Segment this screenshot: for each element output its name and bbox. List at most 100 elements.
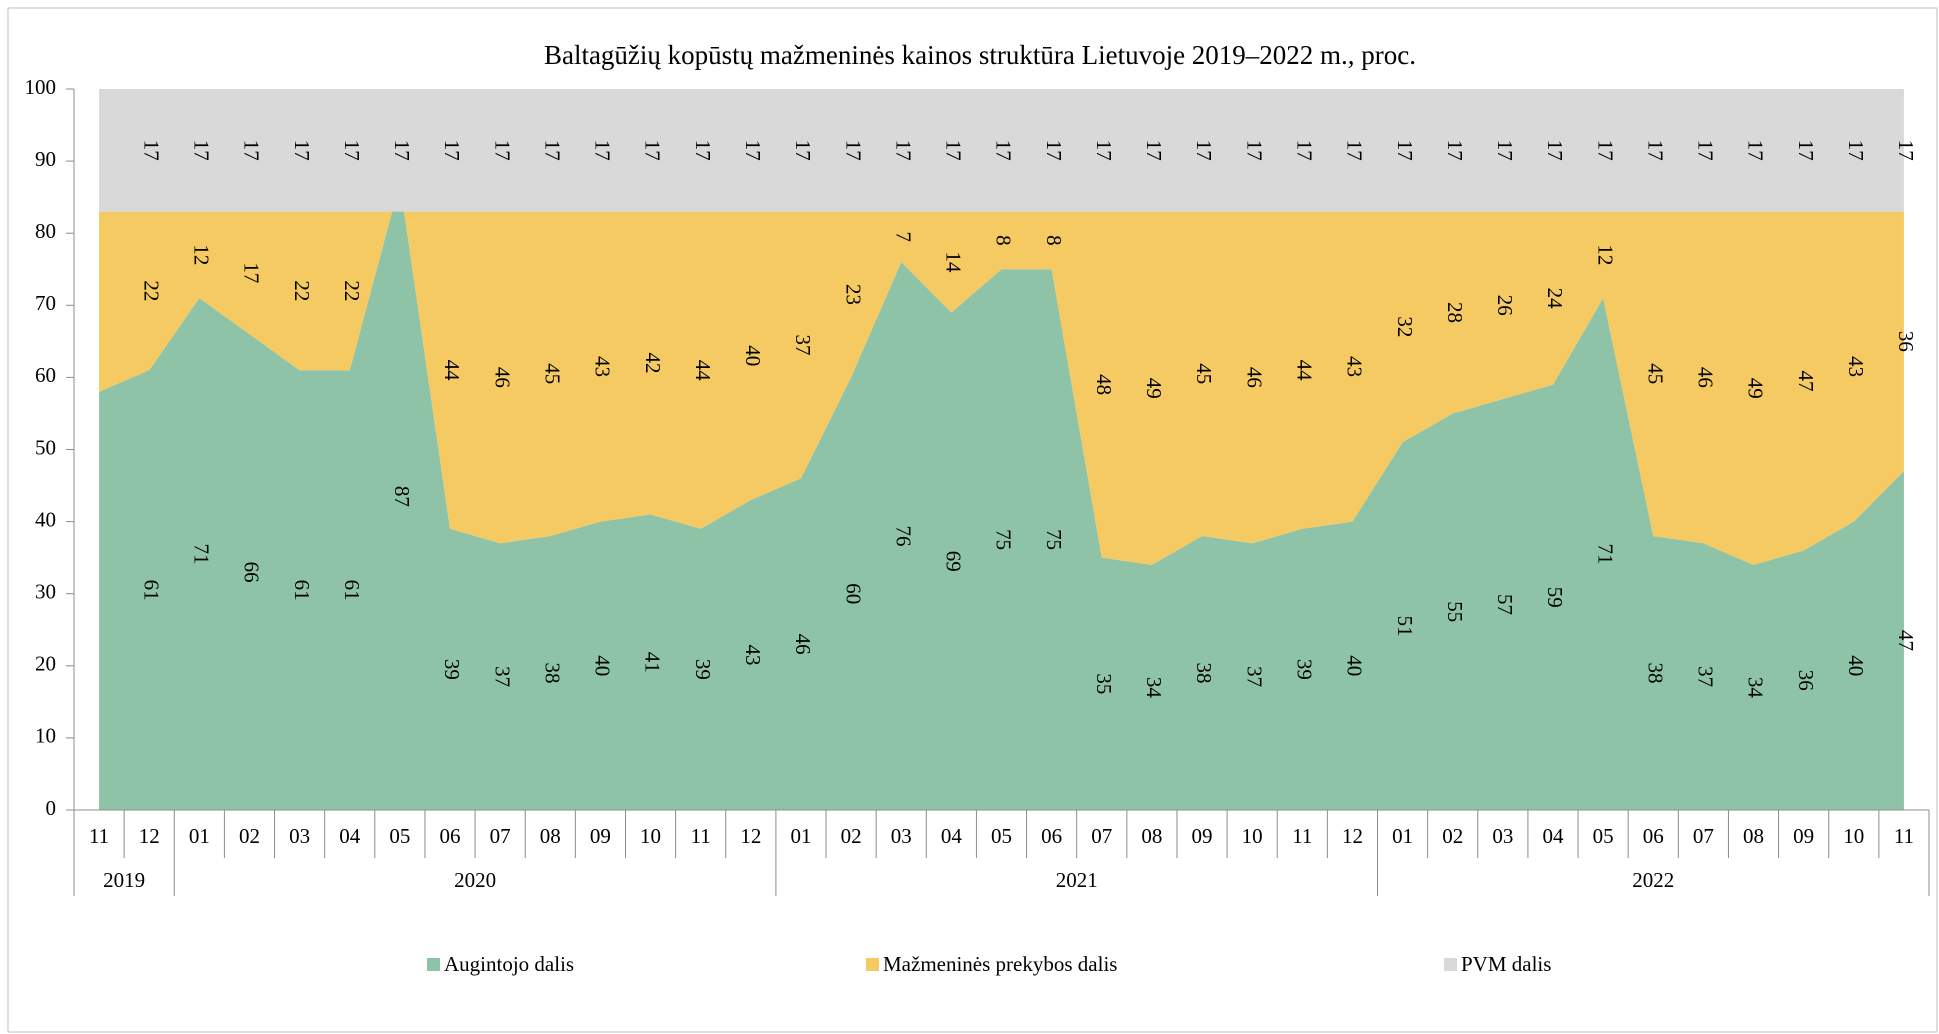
legend-swatch xyxy=(1444,958,1457,971)
x-tick-label: 03 xyxy=(1492,824,1513,848)
x-tick-label: 09 xyxy=(590,824,611,848)
x-tick-label: 05 xyxy=(1593,824,1614,848)
x-tick-label: 06 xyxy=(440,824,461,848)
data-label: 17 xyxy=(1042,140,1066,161)
data-label: 34 xyxy=(1744,677,1768,699)
y-tick-label: 20 xyxy=(35,652,56,676)
data-label: 38 xyxy=(1192,663,1216,684)
x-tick-label: 10 xyxy=(640,824,661,848)
data-label: 48 xyxy=(1092,374,1116,395)
data-label: 60 xyxy=(841,583,865,604)
data-label: 43 xyxy=(1844,356,1868,377)
data-label: 17 xyxy=(1343,140,1367,161)
legend-swatch xyxy=(866,958,879,971)
data-label: 51 xyxy=(1393,616,1417,637)
data-label: 23 xyxy=(841,284,865,305)
data-label: 41 xyxy=(641,652,665,673)
data-label: 17 xyxy=(490,140,514,161)
data-label: 75 xyxy=(1042,529,1066,550)
data-label: 45 xyxy=(540,363,564,384)
data-label: 17 xyxy=(1393,140,1417,161)
data-label: 32 xyxy=(1393,316,1417,337)
data-label: 55 xyxy=(1443,601,1467,622)
x-tick-label: 04 xyxy=(1542,824,1564,848)
x-tick-label: 11 xyxy=(1292,824,1312,848)
group-label: 2019 xyxy=(103,868,145,892)
x-tick-label: 03 xyxy=(891,824,912,848)
data-label: 17 xyxy=(942,140,966,161)
legend-label: PVM dalis xyxy=(1461,952,1551,976)
x-tick-label: 02 xyxy=(841,824,862,848)
data-label: 17 xyxy=(1092,140,1116,161)
legend-label: Augintojo dalis xyxy=(444,952,574,976)
data-label: 7 xyxy=(891,232,915,243)
data-label: 12 xyxy=(1593,244,1617,265)
legend-swatch xyxy=(427,958,440,971)
x-tick-label: 08 xyxy=(1743,824,1764,848)
data-label: 17 xyxy=(1192,140,1216,161)
x-tick-label: 02 xyxy=(1442,824,1463,848)
data-label: 37 xyxy=(490,666,514,687)
data-label: 17 xyxy=(891,140,915,161)
data-label: 8 xyxy=(1042,235,1066,246)
legend-label: Mažmeninės prekybos dalis xyxy=(883,952,1117,976)
group-label: 2022 xyxy=(1632,868,1674,892)
group-label: 2021 xyxy=(1056,868,1098,892)
data-label: 71 xyxy=(1593,544,1617,565)
x-tick-label: 07 xyxy=(1091,824,1112,848)
x-tick-label: 08 xyxy=(540,824,561,848)
y-tick-label: 60 xyxy=(35,363,56,387)
data-label: 22 xyxy=(340,280,364,301)
data-label: 24 xyxy=(1543,288,1567,310)
data-label: 34 xyxy=(1142,677,1166,699)
data-label: 17 xyxy=(240,262,264,283)
x-tick-label: 08 xyxy=(1141,824,1162,848)
x-tick-label: 07 xyxy=(490,824,511,848)
data-label: 38 xyxy=(1643,663,1667,684)
data-label: 22 xyxy=(139,280,163,301)
data-label: 45 xyxy=(1192,363,1216,384)
data-label: 22 xyxy=(290,280,314,301)
data-label: 46 xyxy=(791,634,815,655)
data-label: 17 xyxy=(440,140,464,161)
x-tick-label: 03 xyxy=(289,824,310,848)
data-label: 59 xyxy=(1543,587,1567,608)
x-tick-label: 11 xyxy=(1894,824,1914,848)
y-tick-label: 100 xyxy=(25,75,57,99)
x-tick-label: 01 xyxy=(1392,824,1413,848)
data-label: 17 xyxy=(591,140,615,161)
data-label: 17 xyxy=(1894,140,1918,161)
x-tick-label: 12 xyxy=(1342,824,1363,848)
x-tick-label: 11 xyxy=(89,824,109,848)
data-label: 17 xyxy=(641,140,665,161)
area xyxy=(99,182,1904,565)
data-label: 17 xyxy=(791,140,815,161)
data-label: 17 xyxy=(290,140,314,161)
data-label: 61 xyxy=(139,580,163,601)
data-label: 47 xyxy=(1894,630,1918,651)
data-label: 17 xyxy=(190,140,214,161)
x-tick-label: 05 xyxy=(389,824,410,848)
chart-title: Baltagūžių kopūstų mažmeninės kainos str… xyxy=(544,40,1416,70)
data-label: 28 xyxy=(1443,302,1467,323)
x-tick-label: 02 xyxy=(239,824,260,848)
data-label: 17 xyxy=(1142,140,1166,161)
data-label: 17 xyxy=(992,140,1016,161)
x-tick-label: 10 xyxy=(1843,824,1864,848)
data-label: 39 xyxy=(440,659,464,680)
x-tick-label: 12 xyxy=(139,824,160,848)
x-tick-label: 07 xyxy=(1693,824,1714,848)
data-label: 17 xyxy=(691,140,715,161)
data-label: 75 xyxy=(992,529,1016,550)
data-label: 39 xyxy=(1292,659,1316,680)
data-label: 49 xyxy=(1744,378,1768,399)
data-label: 17 xyxy=(841,140,865,161)
data-label: 40 xyxy=(741,345,765,366)
data-label: 17 xyxy=(1292,140,1316,161)
data-label: 71 xyxy=(190,544,214,565)
data-label: 17 xyxy=(1844,140,1868,161)
x-tick-label: 05 xyxy=(991,824,1012,848)
data-label: 40 xyxy=(1844,655,1868,676)
data-label: 43 xyxy=(1343,356,1367,377)
x-tick-label: 09 xyxy=(1793,824,1814,848)
